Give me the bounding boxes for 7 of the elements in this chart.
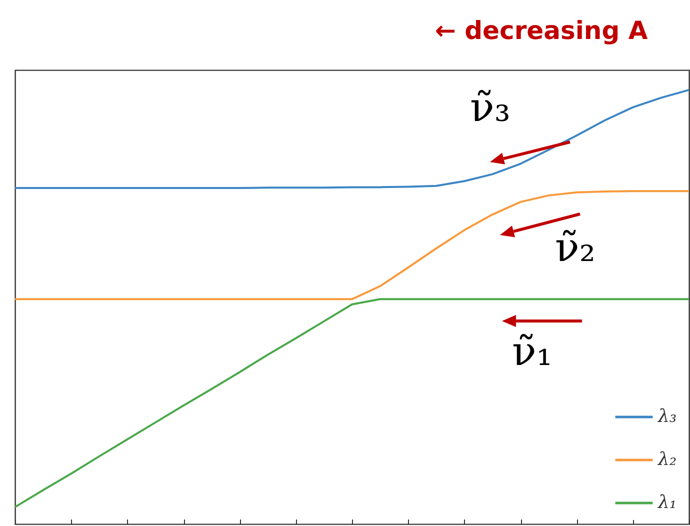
annotation: ν̃₂ [555,225,596,271]
legend-label: λ₂ [657,449,677,470]
annotation: ν̃₃ [470,85,510,131]
annotation: ν̃₁ [512,329,552,375]
legend-label: λ₃ [657,406,677,427]
legend-label: λ₁ [657,492,677,513]
text: ← decreasing A [435,16,648,45]
